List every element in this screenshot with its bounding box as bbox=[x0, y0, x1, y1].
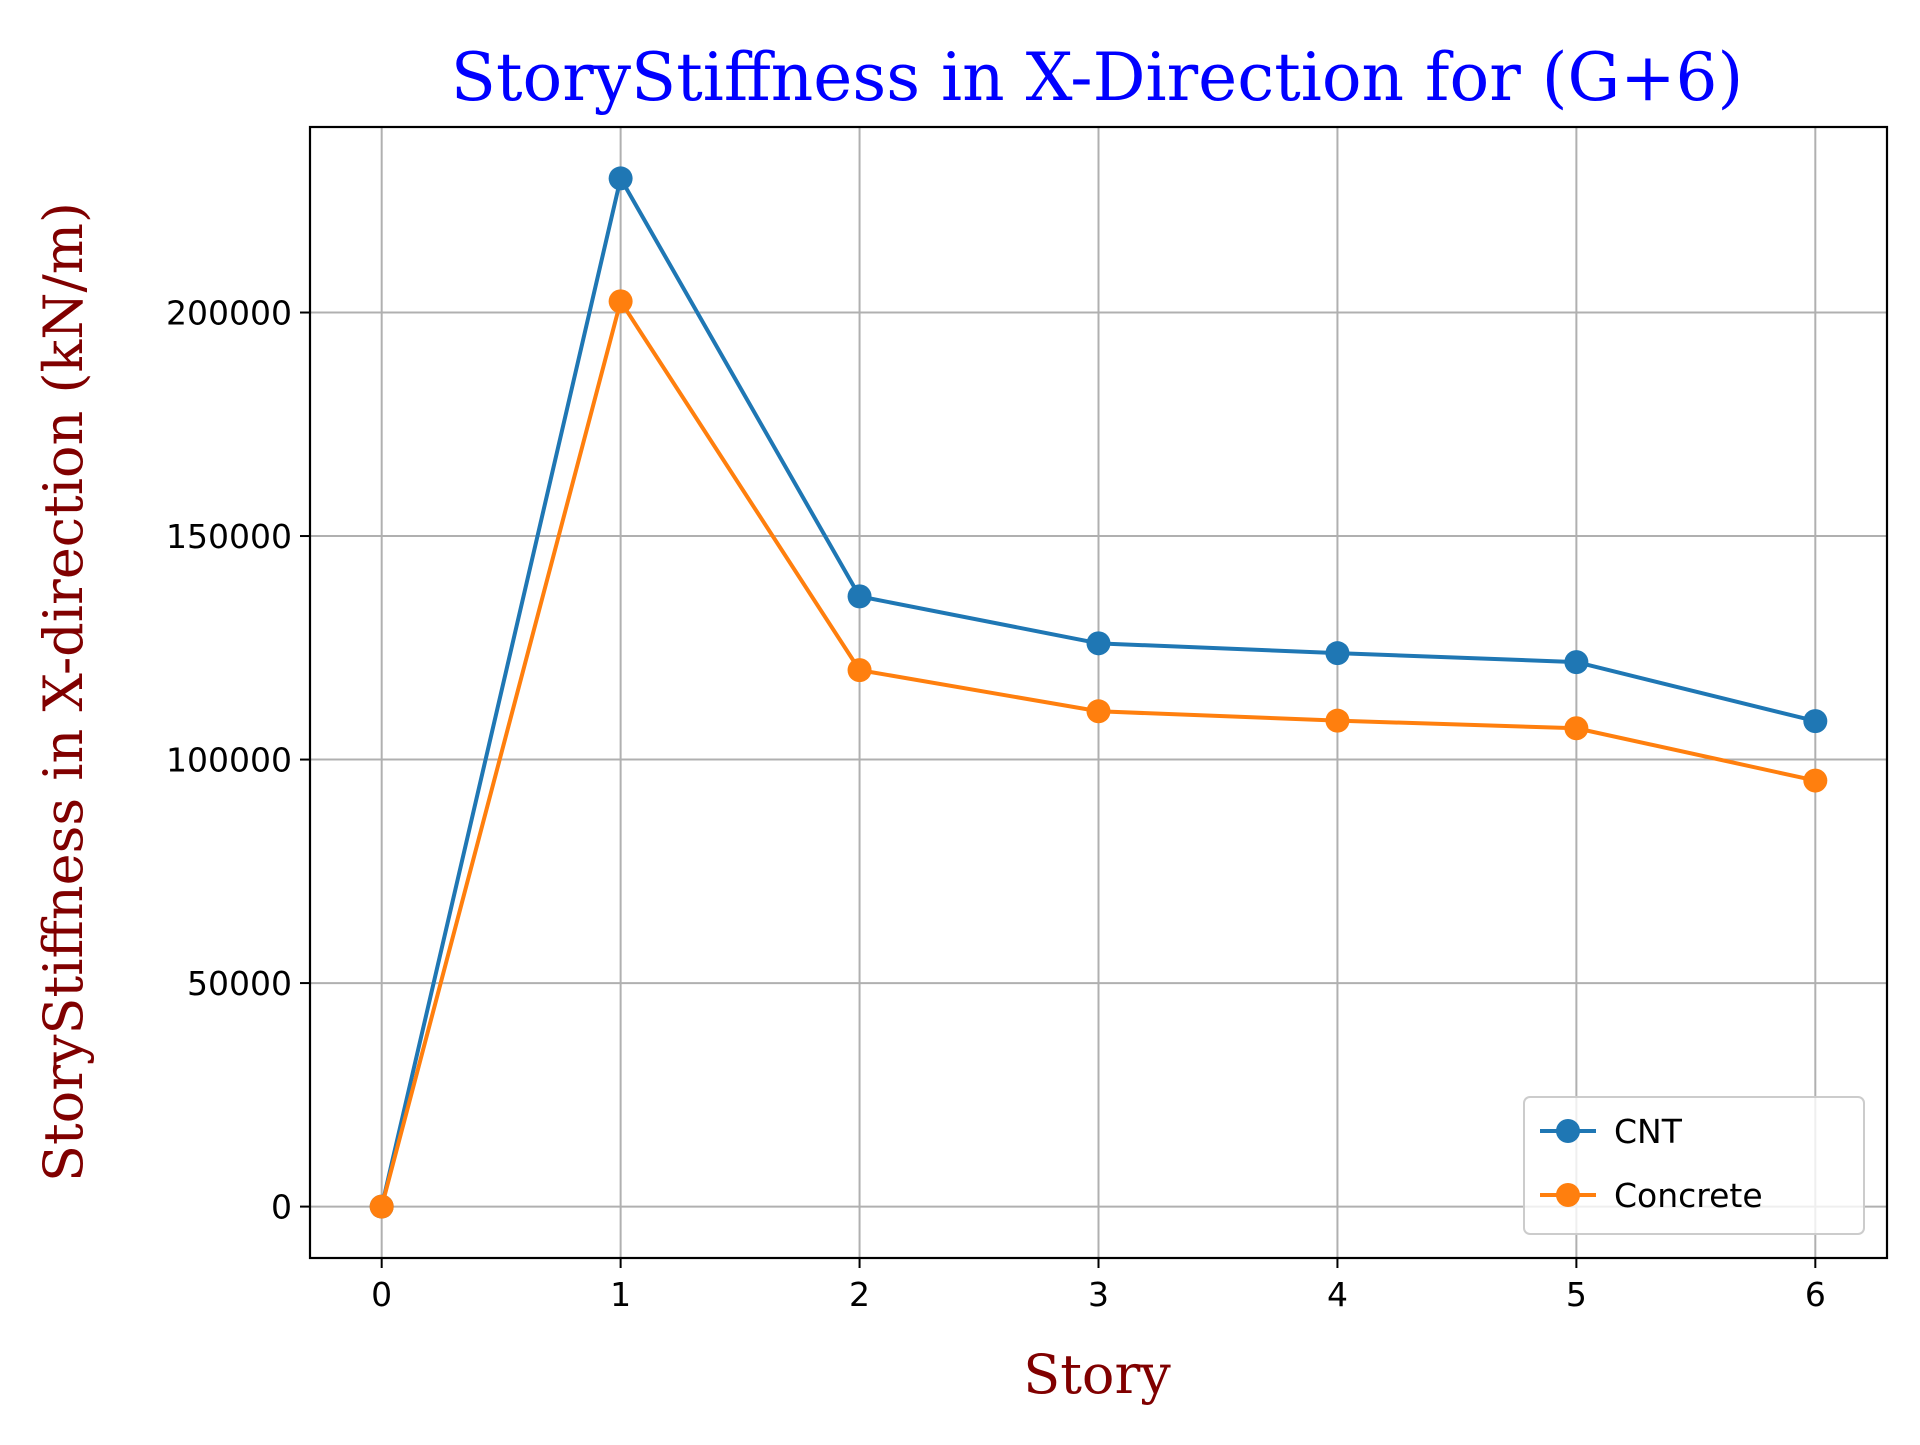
data-point-concrete bbox=[1564, 716, 1589, 741]
data-point-cnt bbox=[1803, 709, 1828, 734]
data-point-cnt bbox=[1564, 650, 1589, 675]
series-concrete bbox=[369, 289, 1828, 1219]
y-tick-label: 100000 bbox=[166, 741, 292, 780]
plot-series bbox=[369, 166, 1828, 1219]
data-point-concrete bbox=[369, 1194, 394, 1219]
data-point-concrete bbox=[1086, 699, 1111, 724]
data-point-cnt bbox=[1325, 641, 1350, 666]
legend: CNT Concrete bbox=[1523, 1096, 1865, 1235]
x-tick-label: 6 bbox=[1805, 1275, 1826, 1314]
legend-marker-cnt bbox=[1556, 1119, 1580, 1143]
y-tick-label: 200000 bbox=[166, 294, 292, 333]
chart-title: StoryStiffness in X-Direction for (G+6) bbox=[451, 39, 1744, 116]
x-tick-label: 4 bbox=[1327, 1275, 1348, 1314]
x-tick-label: 0 bbox=[371, 1275, 392, 1314]
y-tick-label: 50000 bbox=[187, 964, 292, 1003]
data-point-concrete bbox=[1325, 708, 1350, 733]
legend-entry-concrete: Concrete bbox=[1540, 1176, 1763, 1215]
legend-box bbox=[1523, 1096, 1865, 1235]
x-axis-label: Story bbox=[1023, 1343, 1171, 1406]
legend-entry-cnt: CNT bbox=[1540, 1112, 1683, 1151]
legend-label-concrete: Concrete bbox=[1614, 1176, 1763, 1215]
x-tick-label: 3 bbox=[1088, 1275, 1109, 1314]
y-tick-label: 0 bbox=[271, 1188, 292, 1227]
data-point-cnt bbox=[608, 166, 633, 191]
legend-label-cnt: CNT bbox=[1614, 1112, 1683, 1151]
x-tick-label: 5 bbox=[1566, 1275, 1587, 1314]
data-point-cnt bbox=[1086, 631, 1111, 656]
y-axis-label: StoryStiffness in X-direction (kN/m) bbox=[32, 202, 95, 1182]
axis-ticks: 0 1 2 3 4 5 6 0 50000 100000 150000 200000 bbox=[166, 294, 1826, 1314]
grid-lines bbox=[310, 127, 1887, 1258]
data-point-cnt bbox=[847, 584, 872, 609]
x-tick-label: 1 bbox=[610, 1275, 631, 1314]
legend-marker-concrete bbox=[1556, 1183, 1580, 1207]
data-point-concrete bbox=[847, 658, 872, 683]
x-tick-label: 2 bbox=[849, 1275, 870, 1314]
data-point-concrete bbox=[608, 289, 633, 314]
y-tick-label: 150000 bbox=[166, 517, 292, 556]
data-point-concrete bbox=[1803, 768, 1828, 793]
